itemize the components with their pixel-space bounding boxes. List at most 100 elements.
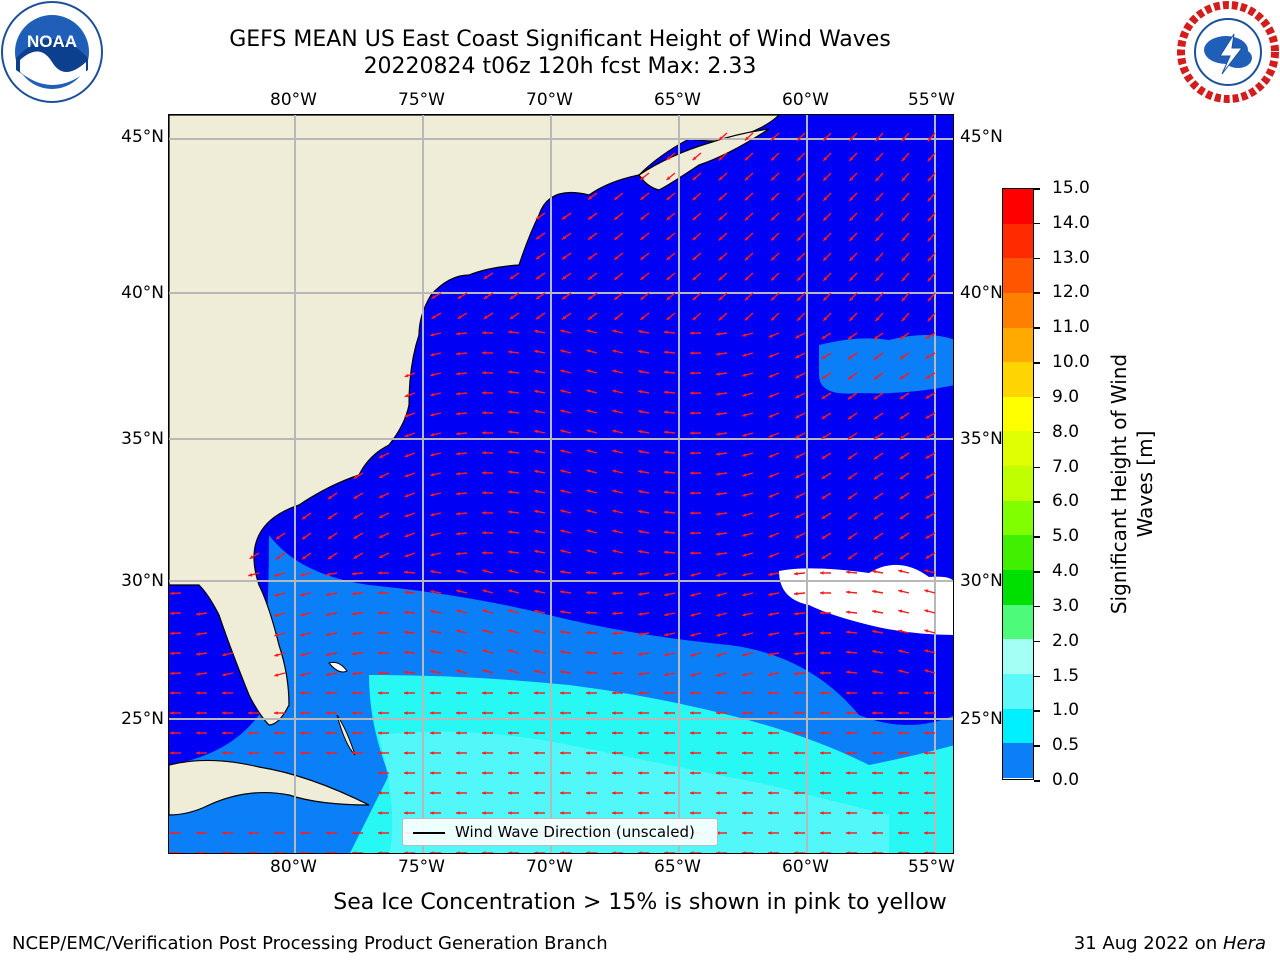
wind-wave-arrowhead bbox=[742, 632, 747, 637]
wind-wave-arrowhead bbox=[640, 316, 645, 320]
wind-wave-arrowhead bbox=[847, 335, 852, 340]
wind-wave-arrowhead bbox=[274, 573, 279, 577]
wind-wave-arrowhead bbox=[640, 236, 645, 240]
wind-wave-arrowhead bbox=[795, 514, 800, 519]
wind-wave-arrowhead bbox=[612, 571, 616, 576]
colorbar-segment bbox=[1003, 362, 1033, 397]
colorbar-tick bbox=[1034, 675, 1040, 678]
wind-wave-arrowhead bbox=[664, 672, 669, 677]
wind-wave-arrowhead bbox=[300, 731, 304, 735]
wind-wave-arrowhead bbox=[716, 593, 721, 597]
wind-wave-arrowhead bbox=[456, 751, 460, 755]
wind-wave-arrowhead bbox=[586, 469, 591, 473]
wind-wave-arrowhead bbox=[768, 354, 773, 358]
wind-wave-arrowhead bbox=[901, 237, 906, 242]
wind-wave-arrowhead bbox=[300, 711, 304, 715]
wind-wave-arrowhead bbox=[508, 771, 512, 775]
wind-wave-arrowhead bbox=[768, 514, 773, 518]
wind-wave-arrowhead bbox=[508, 470, 512, 474]
nws-logo bbox=[1176, 0, 1280, 104]
wind-wave-arrowhead bbox=[535, 215, 540, 220]
wind-wave-arrowhead bbox=[744, 196, 749, 201]
wind-wave-arrowhead bbox=[899, 395, 904, 399]
chart-title: GEFS MEAN US East Coast Significant Heig… bbox=[229, 27, 891, 52]
wind-wave-arrowhead bbox=[716, 552, 720, 556]
wind-wave-arrowhead bbox=[612, 329, 617, 333]
wind-wave-arrowhead bbox=[222, 731, 226, 735]
colorbar-segment bbox=[1003, 639, 1033, 674]
wind-wave-arrowhead bbox=[534, 649, 539, 654]
wind-wave-arrowhead bbox=[847, 535, 852, 540]
wind-wave-arrowhead bbox=[456, 691, 460, 695]
wind-wave-arrowhead bbox=[846, 851, 850, 853]
wind-wave-arrowhead bbox=[716, 653, 721, 657]
wind-wave-arrowhead bbox=[690, 431, 694, 435]
wind-wave-arrowhead bbox=[794, 731, 798, 735]
wind-wave-arrowhead bbox=[196, 831, 200, 835]
wind-wave-arrowhead bbox=[925, 515, 930, 519]
wind-wave-arrowhead bbox=[797, 236, 801, 241]
wind-wave-arrowhead bbox=[872, 589, 876, 594]
wind-wave-arrowhead bbox=[664, 410, 668, 415]
wind-wave-arrowhead bbox=[300, 691, 304, 695]
wind-wave-arrowhead bbox=[768, 554, 773, 558]
wind-wave-arrowhead bbox=[508, 669, 513, 673]
colorbar-tick-label: 0.0 bbox=[1052, 770, 1080, 790]
wind-wave-arrowhead bbox=[716, 573, 721, 577]
wind-wave-arrowhead bbox=[326, 831, 330, 835]
wind-wave-arrowhead bbox=[898, 649, 903, 653]
wind-wave-arrowhead bbox=[404, 570, 408, 575]
wind-wave-arrowhead bbox=[170, 611, 174, 616]
wind-wave-arrowhead bbox=[612, 389, 617, 393]
colorbar-segment bbox=[1003, 466, 1033, 501]
wind-wave-arrowhead bbox=[300, 751, 304, 755]
wind-wave-arrowhead bbox=[744, 276, 749, 281]
wind-wave-arrowhead bbox=[718, 276, 723, 281]
lon-label-bottom: 60°W bbox=[782, 857, 829, 877]
wind-wave-arrowhead bbox=[222, 751, 226, 755]
wind-wave-arrowhead bbox=[482, 351, 486, 355]
wind-wave-arrowhead bbox=[874, 495, 878, 500]
wind-wave-arrowhead bbox=[924, 669, 929, 673]
wind-wave-arrowhead bbox=[638, 549, 642, 554]
wind-wave-arrowhead bbox=[820, 771, 824, 775]
wind-wave-arrowhead bbox=[640, 216, 645, 220]
wind-wave-arrowhead bbox=[534, 389, 539, 394]
wind-wave-arrowhead bbox=[612, 791, 616, 795]
wind-wave-arrowhead bbox=[742, 672, 747, 677]
wind-wave-arrowhead bbox=[690, 573, 695, 577]
wind-wave-arrowhead bbox=[797, 156, 801, 161]
wind-wave-arrowhead bbox=[821, 435, 826, 439]
wind-wave-arrowhead bbox=[690, 613, 695, 617]
wind-wave-arrowhead bbox=[820, 631, 824, 635]
wind-wave-arrowhead bbox=[846, 711, 850, 715]
wind-wave-arrowhead bbox=[586, 610, 590, 615]
wind-wave-arrowhead bbox=[562, 235, 566, 240]
wind-wave-arrowhead bbox=[690, 691, 694, 695]
wind-wave-arrowhead bbox=[404, 771, 408, 775]
wind-wave-arrowhead bbox=[768, 672, 772, 677]
wind-wave-arrowhead bbox=[768, 494, 773, 498]
wind-wave-arrowhead bbox=[821, 455, 826, 459]
colorbar-tick bbox=[1034, 745, 1040, 747]
wind-wave-arrowhead bbox=[666, 156, 671, 160]
wind-wave-arrowhead bbox=[274, 613, 279, 617]
wind-wave-arrowhead bbox=[612, 469, 617, 473]
wind-wave-arrowhead bbox=[302, 555, 306, 560]
wind-wave-arrowhead bbox=[534, 711, 538, 715]
wind-wave-arrowhead bbox=[924, 629, 929, 633]
wind-wave-arrowhead bbox=[352, 731, 356, 735]
colorbar-tick bbox=[1034, 536, 1040, 538]
wind-wave-arrowhead bbox=[222, 831, 226, 835]
wind-wave-arrowhead bbox=[768, 434, 773, 438]
wind-wave-arrowhead bbox=[274, 851, 278, 853]
wind-wave-arrowhead bbox=[222, 691, 226, 695]
wind-wave-arrowhead bbox=[534, 329, 539, 334]
wind-wave-arrowhead bbox=[248, 731, 252, 735]
wind-wave-arrowhead bbox=[664, 490, 668, 495]
wind-wave-arrowhead bbox=[690, 351, 694, 355]
colorbar-tick bbox=[1034, 188, 1040, 190]
wind-wave-arrowhead bbox=[509, 275, 514, 279]
wind-wave-arrowhead bbox=[534, 549, 539, 554]
colorbar-tick bbox=[1034, 431, 1040, 434]
